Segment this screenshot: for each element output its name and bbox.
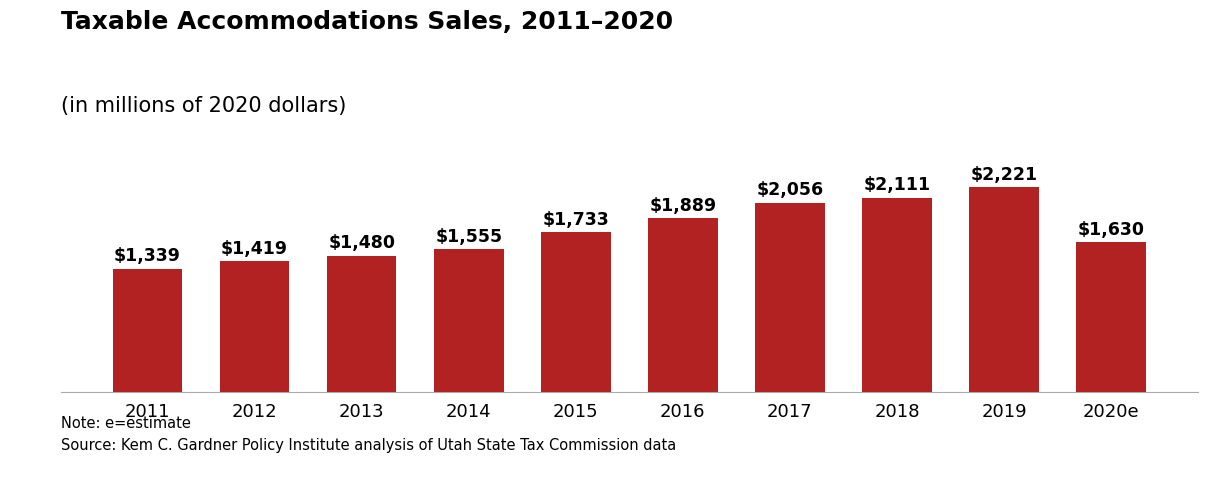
Bar [969, 187, 1039, 392]
Bar [863, 197, 932, 392]
Bar [648, 218, 717, 392]
Bar [220, 261, 290, 392]
Text: $1,419: $1,419 [221, 240, 288, 258]
Text: $1,889: $1,889 [649, 197, 716, 215]
Text: $2,111: $2,111 [864, 176, 930, 195]
Text: Note: e=estimate
Source: Kem C. Gardner Policy Institute analysis of Utah State : Note: e=estimate Source: Kem C. Gardner … [61, 416, 676, 453]
Text: $1,480: $1,480 [329, 235, 395, 252]
Text: $2,221: $2,221 [970, 166, 1037, 185]
Text: (in millions of 2020 dollars): (in millions of 2020 dollars) [61, 96, 347, 116]
Text: $1,733: $1,733 [543, 211, 610, 229]
Text: $2,056: $2,056 [756, 182, 824, 199]
Text: $1,555: $1,555 [435, 228, 502, 246]
Bar [541, 232, 611, 392]
Text: Taxable Accommodations Sales, 2011–2020: Taxable Accommodations Sales, 2011–2020 [61, 10, 673, 33]
Bar [755, 203, 825, 392]
Bar [1077, 242, 1146, 392]
Bar [434, 249, 503, 392]
Text: $1,339: $1,339 [114, 248, 181, 265]
Bar [112, 269, 182, 392]
Bar [326, 256, 396, 392]
Text: $1,630: $1,630 [1078, 221, 1145, 239]
